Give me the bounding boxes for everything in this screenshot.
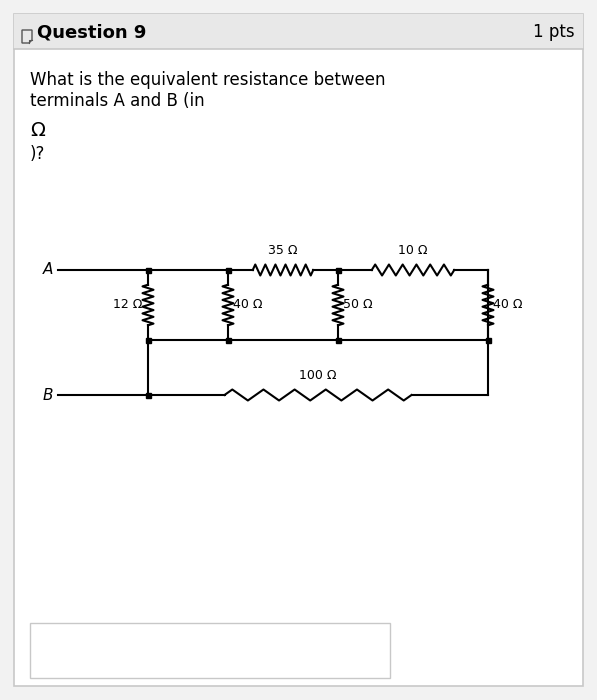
Bar <box>485 337 491 342</box>
Text: Question 9: Question 9 <box>37 23 146 41</box>
Text: )?: )? <box>30 145 45 163</box>
Text: terminals A and B (in: terminals A and B (in <box>30 92 205 110</box>
Text: A: A <box>42 262 53 277</box>
Text: 50 Ω: 50 Ω <box>343 298 373 312</box>
Bar <box>226 267 230 272</box>
Bar <box>146 337 150 342</box>
Text: Ω: Ω <box>30 120 45 139</box>
Text: 10 Ω: 10 Ω <box>398 244 427 257</box>
Text: 40 Ω: 40 Ω <box>493 298 523 312</box>
Text: 35 Ω: 35 Ω <box>268 244 298 257</box>
Text: 1 pts: 1 pts <box>533 23 575 41</box>
Text: 40 Ω: 40 Ω <box>233 298 263 312</box>
Text: 12 Ω: 12 Ω <box>113 298 143 312</box>
Bar <box>30 623 390 678</box>
Bar <box>336 337 340 342</box>
Bar <box>146 267 150 272</box>
Bar <box>226 337 230 342</box>
Text: 100 Ω: 100 Ω <box>299 369 337 382</box>
Text: B: B <box>42 388 53 402</box>
Bar <box>146 393 150 398</box>
Text: What is the equivalent resistance between: What is the equivalent resistance betwee… <box>30 71 386 89</box>
Bar <box>14 14 583 49</box>
Bar <box>336 267 340 272</box>
